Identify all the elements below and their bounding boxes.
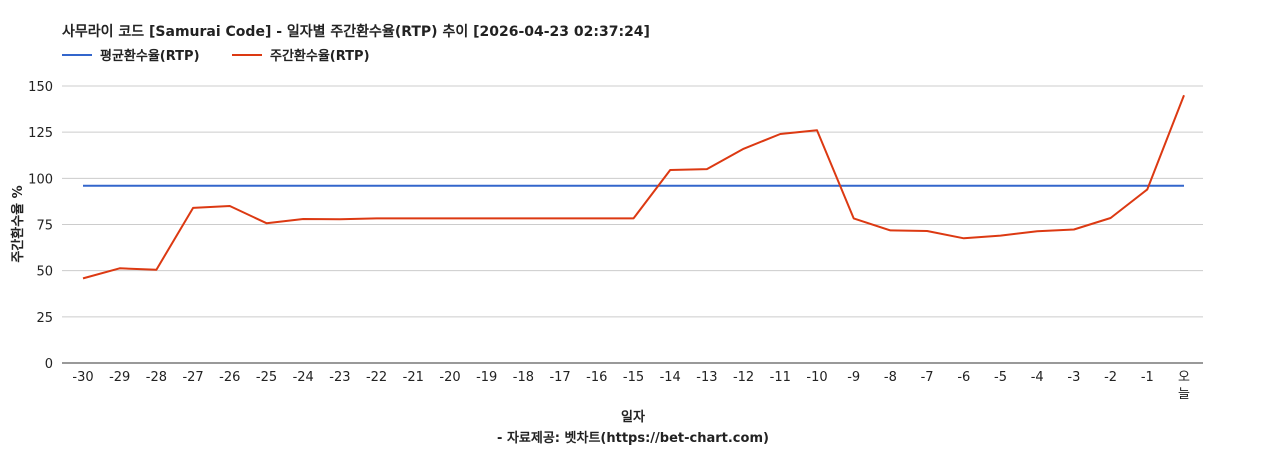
gridlines [62, 85, 1203, 364]
x-tick-label: -19 [476, 370, 497, 385]
x-tick-label: -22 [366, 370, 387, 385]
x-tick-label: -9 [847, 370, 860, 385]
x-tick-label: -4 [1031, 370, 1044, 385]
x-tick-label: -25 [256, 370, 277, 385]
x-tick-label: -8 [884, 370, 897, 385]
legend-label-avg: 평균환수율(RTP) [100, 48, 200, 64]
x-tick-label: -18 [513, 370, 534, 385]
x-tick-label: -11 [770, 370, 791, 385]
x-tick-label: -23 [329, 370, 350, 385]
y-tick-label: 25 [36, 311, 53, 326]
series-lines [82, 94, 1185, 280]
x-tick-label: -13 [696, 370, 717, 385]
x-tick-label: -10 [806, 370, 827, 385]
y-tick-label: 125 [28, 126, 53, 141]
x-tick-label: -12 [733, 370, 754, 385]
x-tick-label: -7 [921, 370, 934, 385]
x-tick-label: -2 [1104, 370, 1117, 385]
x-tick-label: -17 [549, 370, 570, 385]
chart-title: 사무라이 코드 [Samurai Code] - 일자별 주간환수율(RTP) … [62, 23, 650, 40]
x-axis-title: 일자 [621, 410, 645, 425]
legend: 평균환수율(RTP) 주간환수율(RTP) [62, 48, 370, 64]
x-tick-label: -24 [293, 370, 314, 385]
x-tick-label: -28 [146, 370, 167, 385]
series-line-weekly-rtp [82, 94, 1185, 280]
source-note: - 자료제공: 벳차트(https://bet-chart.com) [497, 430, 769, 446]
legend-label-weekly: 주간환수율(RTP) [270, 48, 370, 64]
x-tick-label: -3 [1067, 370, 1080, 385]
y-tick-label: 50 [36, 265, 53, 280]
y-tick-label: 75 [36, 219, 53, 234]
x-tick-label: -21 [403, 370, 424, 385]
x-tick-label: -14 [660, 370, 681, 385]
x-tick-label: -29 [109, 370, 130, 385]
x-tick-label: -20 [439, 370, 460, 385]
y-tick-label: 0 [45, 357, 53, 372]
y-axis-title: 주간환수율 % [10, 185, 26, 262]
x-tick-label: -6 [957, 370, 970, 385]
x-tick-label: -16 [586, 370, 607, 385]
y-tick-label: 150 [28, 80, 53, 95]
y-tick-label: 100 [28, 172, 53, 187]
x-tick-label: -5 [994, 370, 1007, 385]
x-tick-label: -30 [72, 370, 93, 385]
x-tick-label: -15 [623, 370, 644, 385]
y-axis-ticks: 0 25 50 75 100 125 150 [28, 80, 53, 372]
x-tick-label: -27 [182, 370, 203, 385]
x-axis-ticks: -30 -29 -28 -27 -26 -25 -24 -23 -22 -21 -20 -19 -18-… [72, 370, 1190, 402]
x-tick-label: -1 [1141, 370, 1154, 385]
x-tick-label: -26 [219, 370, 240, 385]
